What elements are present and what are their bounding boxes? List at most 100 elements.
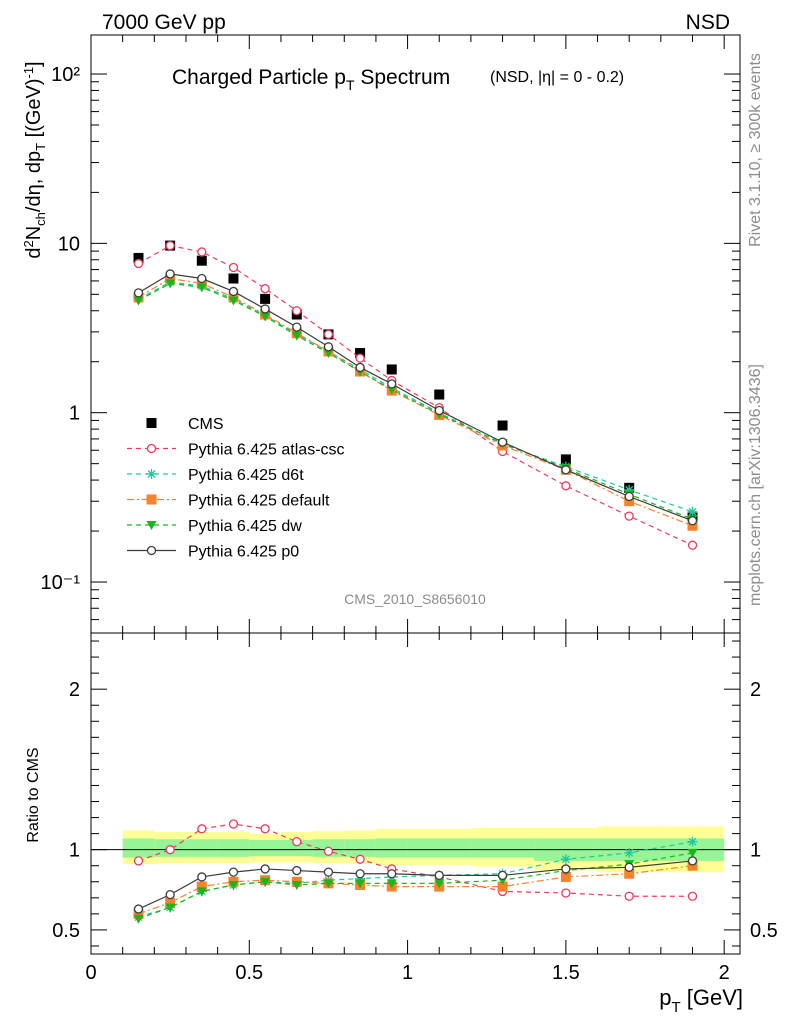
x-axis-label: pT [GeV]	[659, 985, 743, 1016]
series-pythia-6-425-p0	[133, 269, 698, 526]
data-point	[434, 389, 445, 400]
data-point	[292, 306, 302, 316]
ratio-uncertainty-bands	[91, 826, 740, 873]
ratio-point	[687, 856, 698, 866]
ratio-point	[133, 856, 144, 866]
ratio-point	[687, 860, 698, 871]
ratio-y-tick-label-right: 0.5	[750, 920, 778, 942]
ratio-point	[624, 862, 634, 872]
ratio-y-tick-label-right: 1	[750, 840, 761, 862]
ratio-point	[387, 869, 397, 879]
data-point	[387, 379, 397, 389]
ratio-point	[260, 824, 270, 834]
data-point	[133, 252, 144, 263]
ratio-point	[292, 865, 302, 876]
legend-marker	[146, 494, 157, 505]
main-y-axis-label: d2Nch/dη, dpT [(GeV)-1]	[21, 61, 48, 258]
x-tick-label: 0	[85, 962, 96, 984]
legend-marker	[146, 469, 157, 479]
legend-marker	[146, 521, 157, 530]
x-tick-label: 1.5	[552, 962, 580, 984]
ratio-point	[560, 854, 571, 865]
ratio-point	[497, 870, 508, 881]
data-point	[228, 286, 239, 297]
ratio-point	[196, 881, 207, 892]
legend-marker	[146, 418, 157, 428]
legend-marker	[146, 443, 157, 454]
ratio-point	[561, 888, 571, 898]
data-point	[323, 349, 334, 359]
ratio-point	[687, 836, 698, 847]
ratio-inner-band	[217, 839, 250, 857]
y-tick-label: 10²	[51, 64, 80, 86]
ratio-point	[497, 881, 508, 892]
analysis-id: CMS_2010_S8656010	[344, 591, 486, 607]
ratio-panel-frame	[90, 632, 741, 955]
ratio-point	[687, 891, 698, 901]
series-line	[138, 244, 693, 546]
legend-label: Pythia 6.425 atlas-csc	[188, 442, 345, 459]
data-point	[260, 293, 271, 304]
data-point	[624, 484, 635, 495]
data-point	[196, 255, 207, 266]
ratio-point	[355, 879, 366, 889]
ratio-point	[386, 879, 397, 889]
ratio-line	[138, 823, 693, 897]
ratio-y-tick-label: 2	[69, 679, 80, 701]
data-point	[561, 465, 571, 475]
ratio-point	[228, 880, 239, 890]
series-line	[138, 282, 693, 520]
ratio-plot-area	[133, 819, 698, 924]
legend-label: Pythia 6.425 default	[188, 493, 330, 510]
ratio-point	[624, 847, 635, 858]
ratio-point	[260, 877, 271, 887]
ratio-point	[292, 837, 302, 847]
beam-label: 7000 GeV pp	[102, 11, 226, 34]
main-axis-ticks: 10⁻¹ 1 10 10²	[41, 35, 740, 634]
data-point	[624, 511, 634, 521]
ratio-point	[133, 908, 144, 919]
ratio-inner-band	[344, 839, 376, 857]
y-tick-label: 10⁻¹	[41, 572, 81, 594]
data-point	[434, 405, 444, 416]
main-title-cut: (NSD, |η| = 0 - 0.2)	[490, 69, 624, 86]
data-point	[561, 481, 571, 491]
ratio-point	[624, 891, 634, 901]
series-line	[138, 273, 693, 522]
ratio-point	[355, 869, 365, 879]
ratio-point	[133, 914, 144, 924]
main-plot-area	[133, 240, 698, 550]
data-point	[386, 385, 397, 395]
ratio-inner-band	[280, 840, 313, 857]
ratio-inner-band	[375, 838, 408, 858]
x-tick-label: 1	[402, 962, 413, 984]
ratio-axis-ticks: 0 0.5 1 1.5 20.5 0.51 12 2	[52, 633, 778, 984]
data-point	[228, 262, 239, 273]
legend-label: Pythia 6.425 d6t	[188, 467, 304, 484]
data-point	[196, 283, 207, 293]
data-point	[560, 454, 571, 465]
ratio-line	[138, 860, 693, 910]
ratio-line	[138, 865, 693, 915]
ratio-point	[165, 889, 175, 900]
data-point	[497, 420, 508, 431]
ratio-point	[196, 887, 207, 897]
ratio-y-tick-label: 0.5	[52, 920, 80, 942]
ratio-point	[133, 904, 144, 914]
y-tick-label: 10	[58, 233, 80, 255]
legend-label: Pythia 6.425 p0	[188, 544, 299, 561]
ratio-point	[165, 897, 176, 908]
data-point	[687, 520, 698, 531]
x-tick-label: 0.5	[235, 962, 263, 984]
ratio-inner-band	[407, 838, 471, 858]
ratio-point	[323, 846, 334, 856]
rivet-label: Rivet 3.1.10, ≥ 300k events	[747, 53, 764, 247]
data-point	[323, 342, 334, 352]
legend-label: Pythia 6.425 dw	[188, 518, 302, 535]
ratio-point	[687, 848, 698, 858]
data-point	[687, 506, 698, 517]
data-point	[165, 279, 176, 289]
ratio-inner-band	[122, 838, 155, 858]
ratio-point	[323, 879, 334, 889]
data-point	[355, 362, 365, 373]
